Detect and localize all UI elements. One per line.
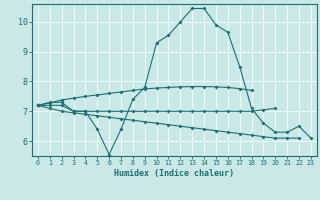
X-axis label: Humidex (Indice chaleur): Humidex (Indice chaleur) bbox=[115, 169, 234, 178]
